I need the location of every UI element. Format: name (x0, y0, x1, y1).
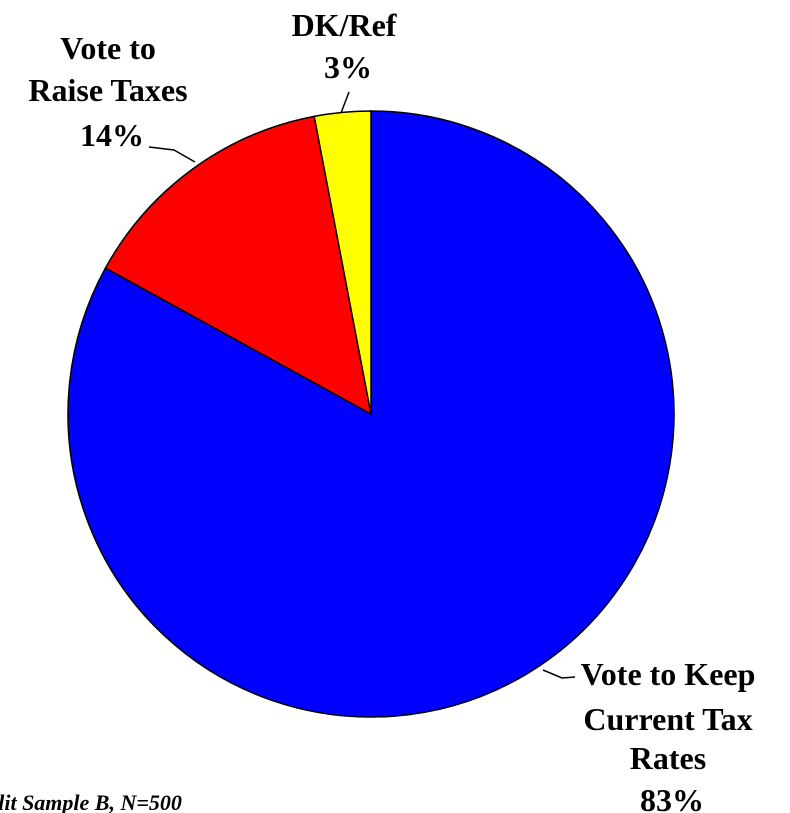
slice-label-keep-line1: Vote to Keep (581, 656, 756, 692)
slice-label-raise: Vote to Raise Taxes 14% (28, 30, 195, 153)
slice-label-dkref-value: 3% (324, 49, 372, 85)
slice-label-raise-value: 14% (80, 117, 144, 153)
leader-line-raise (148, 146, 196, 163)
leader-line-dkref (340, 91, 350, 114)
pie-slices (67, 110, 675, 718)
slice-label-raise-line1: Vote to (60, 30, 156, 66)
slice-label-keep-line3: Rates (630, 740, 706, 776)
pie-slice-vote-to-raise-taxes (104, 115, 373, 416)
slice-label-keep-line2: Current Tax (583, 701, 752, 737)
sample-footnote: Split Sample B, N=500 (0, 790, 182, 813)
slice-label-keep: Vote to Keep Current Tax Rates 83% (581, 656, 764, 813)
pie-slice-dk-ref (313, 110, 372, 415)
slice-label-keep-value: 83% (640, 782, 704, 813)
slice-label-dkref-name: DK/Ref (292, 7, 397, 43)
leader-line-keep (542, 669, 576, 679)
slice-label-raise-line2: Raise Taxes (28, 72, 187, 108)
slice-label-dkref: DK/Ref 3% (292, 7, 405, 85)
